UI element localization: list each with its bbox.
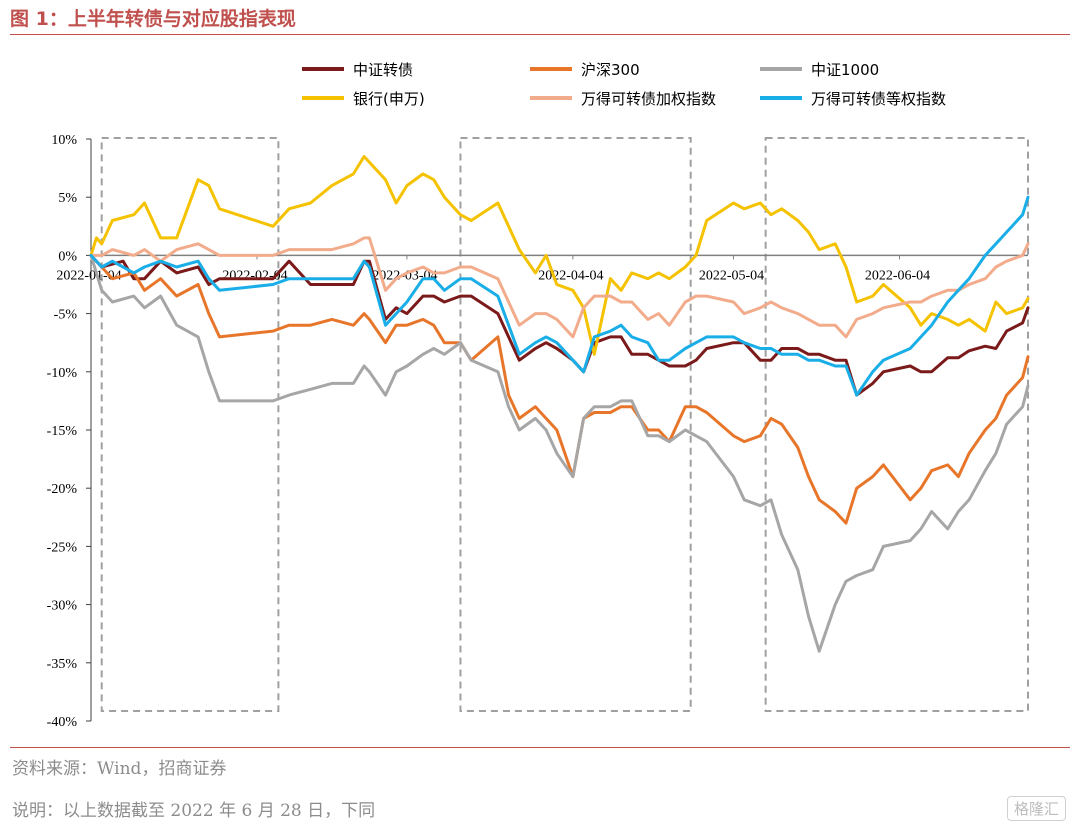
chart-title: 图 1：上半年转债与对应股指表现 [10, 8, 296, 30]
x-tick-label: 2022-04-04 [538, 268, 603, 283]
legend-label: 银行(申万) [353, 90, 425, 108]
x-tick-label: 2022-02-04 [222, 268, 287, 283]
x-tick-label: 2022-05-04 [699, 268, 764, 283]
series-line-5 [89, 236, 1030, 339]
y-tick-label: -25% [47, 540, 78, 555]
legend-label: 沪深300 [581, 61, 640, 79]
x-tick-label: 2022-06-04 [865, 268, 930, 283]
y-tick-label: -40% [47, 715, 78, 730]
series-line-6 [89, 195, 1030, 397]
series-line-1 [89, 253, 1030, 397]
highlight-period-box-1 [100, 137, 280, 712]
legend-label: 万得可转债加权指数 [581, 90, 716, 108]
y-tick-label: -10% [47, 366, 78, 381]
y-tick-label: 0% [58, 249, 77, 264]
footer-rule [10, 747, 1070, 748]
y-tick-label: -20% [47, 482, 78, 497]
title-rule [10, 34, 1070, 35]
source-note: 资料来源：Wind，招商证券 [12, 759, 227, 779]
data-note: 说明：以上数据截至 2022 年 6 月 28 日，下同 [12, 801, 376, 821]
series-line-2 [89, 253, 1030, 525]
legend-label: 中证1000 [811, 61, 879, 79]
legend-label: 万得可转债等权指数 [811, 90, 946, 108]
y-tick-label: -5% [54, 308, 78, 323]
highlight-period-box-2 [459, 137, 692, 712]
y-tick-label: -35% [47, 657, 78, 672]
line-chart: 10% 5% 0% -5% -10% -15% -20% -25% -30% -35% -40% 20… [47, 61, 1030, 730]
legend-label: 中证转债 [353, 61, 413, 79]
y-tick-label: 5% [58, 191, 77, 206]
y-tick-label: -30% [47, 599, 78, 614]
watermark-logo: 格隆汇 [1006, 796, 1066, 821]
series-line-3 [89, 253, 1030, 653]
y-tick-label: 10% [51, 133, 77, 148]
y-tick-label: -15% [47, 424, 78, 439]
